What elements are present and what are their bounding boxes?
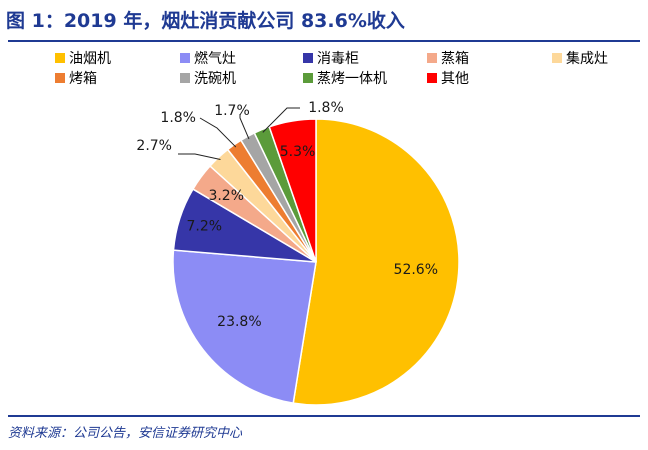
legend-label: 蒸箱 [441, 51, 469, 67]
leader-line [178, 153, 221, 160]
legend-item: 消毒柜 [303, 48, 359, 68]
leader-line [239, 114, 250, 140]
legend-swatch [303, 73, 313, 83]
data-label: 23.8% [217, 314, 261, 330]
legend-label: 洗碗机 [194, 71, 236, 87]
legend-label: 蒸烤一体机 [317, 71, 387, 87]
legend-label: 其他 [441, 71, 469, 87]
source-note: 资料来源：公司公告，安信证券研究中心 [8, 426, 243, 441]
pie-slice [292, 118, 460, 406]
source-rule [8, 415, 640, 417]
legend-swatch [55, 73, 65, 83]
legend-swatch [180, 53, 190, 63]
data-label: 2.7% [136, 138, 172, 154]
legend-item: 烤箱 [55, 68, 97, 88]
legend-swatch [427, 53, 437, 63]
legend-swatch [55, 53, 65, 63]
legend-swatch [552, 53, 562, 63]
data-label: 7.2% [187, 218, 223, 234]
legend-item: 油烟机 [55, 48, 111, 68]
data-label: 5.3% [280, 144, 316, 160]
legend-label: 集成灶 [566, 51, 608, 67]
legend-swatch [427, 73, 437, 83]
legend-label: 烤箱 [69, 71, 97, 87]
legend-item: 其他 [427, 68, 469, 88]
leader-line [199, 117, 237, 148]
data-label: 1.7% [214, 103, 250, 119]
legend-item: 集成灶 [552, 48, 608, 68]
legend-item: 洗碗机 [180, 68, 236, 88]
legend-label: 燃气灶 [194, 51, 236, 67]
legend-item: 蒸烤一体机 [303, 68, 387, 88]
legend-label: 消毒柜 [317, 51, 359, 67]
pie-slice [268, 118, 317, 263]
data-label: 3.2% [208, 188, 244, 204]
title-rule [8, 40, 640, 42]
pie-slice [172, 249, 317, 405]
leader-line [262, 107, 300, 133]
data-label: 1.8% [308, 100, 344, 116]
data-label: 52.6% [394, 262, 438, 278]
legend-item: 燃气灶 [180, 48, 236, 68]
legend-item: 蒸箱 [427, 48, 469, 68]
legend-label: 油烟机 [69, 51, 111, 67]
chart-title: 图 1：2019 年，烟灶消贡献公司 83.6%收入 [6, 10, 405, 32]
legend-swatch [303, 53, 313, 63]
data-label: 1.8% [160, 110, 196, 126]
legend-swatch [180, 73, 190, 83]
